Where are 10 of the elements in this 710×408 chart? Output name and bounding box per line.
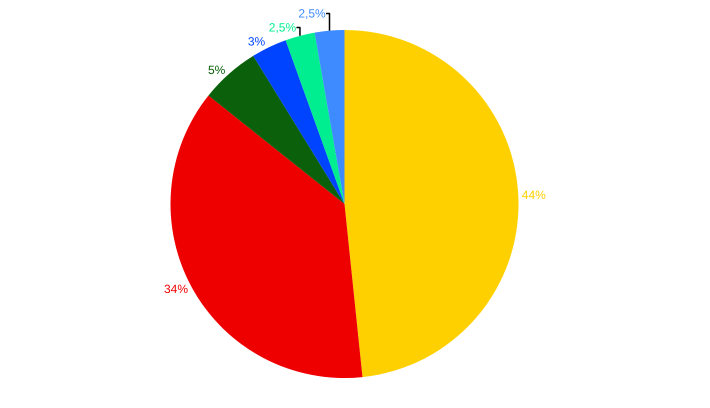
data-label: 34% [164,282,188,296]
data-label: 44% [522,188,546,202]
pie-slice [314,30,344,204]
data-label: 2,5% [268,20,296,35]
pie-slice [208,56,344,204]
data-label: 2,5% [298,6,326,21]
pie-slice [344,30,518,378]
data-label: 5% [208,62,226,77]
data-label: 3% [248,34,266,49]
pie-slice [286,32,344,204]
